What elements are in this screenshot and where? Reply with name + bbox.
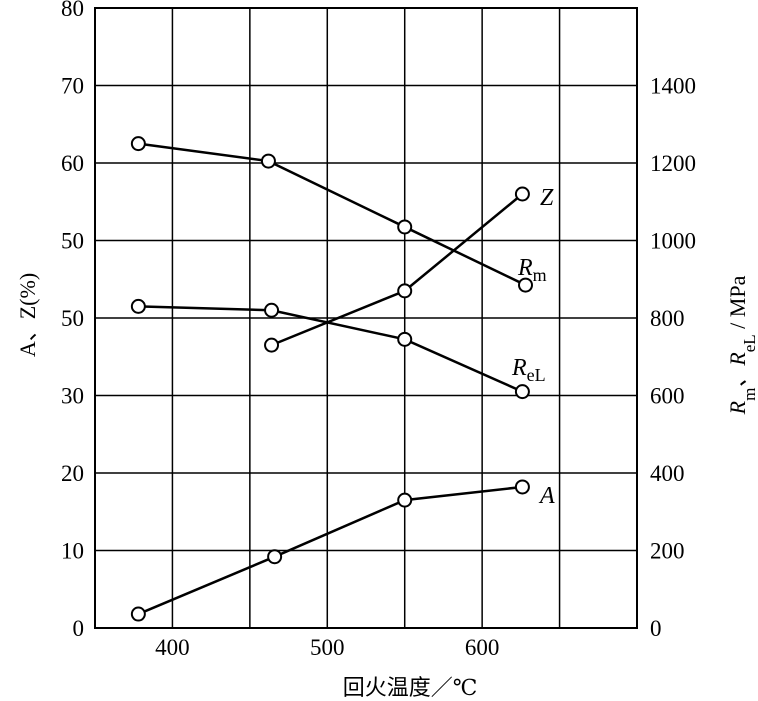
series-label-z: Z [540,185,554,211]
y-left-tick-label: 70 [61,74,84,99]
series-label-rel: ReL [511,355,546,385]
x-tick-label: 400 [155,635,190,660]
y-left-tick-label: 10 [61,539,84,564]
series-line-rm [138,142,527,287]
data-point-z [514,186,530,202]
x-tick-label: 500 [310,635,345,660]
y-left-tick-label: 30 [61,384,84,409]
y-right-tick-label: 800 [650,306,685,331]
data-point-a [397,492,413,508]
series-label-a: A [538,483,555,509]
data-point-rel [514,384,530,400]
y-left-tick-label: 80 [61,0,84,21]
series-line-z [271,193,524,347]
y-right-tick-label: 0 [650,616,662,641]
data-point-a [130,606,146,622]
data-point-z [397,283,413,299]
y-left-tick-label: 50 [61,229,84,254]
y-right-tick-label: 1400 [650,74,696,99]
y-right-tick-label: 600 [650,384,685,409]
y-right-tick-label: 200 [650,539,685,564]
chart-grid [94,7,638,629]
data-point-rel [397,331,413,347]
y-right-tick-label: 1200 [650,151,696,176]
y-left-tick-label: 50 [61,306,84,331]
data-point-a [514,479,530,495]
data-point-rm [260,153,276,169]
data-point-rel [130,298,146,314]
series-group: Rm ReL Z A [130,136,555,622]
tick-labels: 400 500 6000102030505060708002004006008001… [61,0,696,660]
x-axis-label: 回火温度／℃ [343,675,478,700]
data-point-a [267,549,283,565]
data-point-rm [518,277,534,293]
y-left-tick-label: 60 [61,151,84,176]
y-right-tick-label: 1000 [650,229,696,254]
y-left-tick-label: 20 [61,461,84,486]
data-point-z [264,337,280,353]
series-line-a [137,485,523,616]
series-line-rel [138,305,523,393]
data-point-rel [264,302,280,318]
x-tick-label: 600 [465,635,500,660]
data-point-rm [130,136,146,152]
y-axis-left-label: A、Z(%) [15,273,40,357]
data-point-rm [397,219,413,235]
y-right-tick-label: 400 [650,461,685,486]
series-label-rm: Rm [517,255,547,285]
y-axis-right-label: Rm、ReL / MPa [725,275,758,415]
y-left-tick-label: 0 [73,616,85,641]
